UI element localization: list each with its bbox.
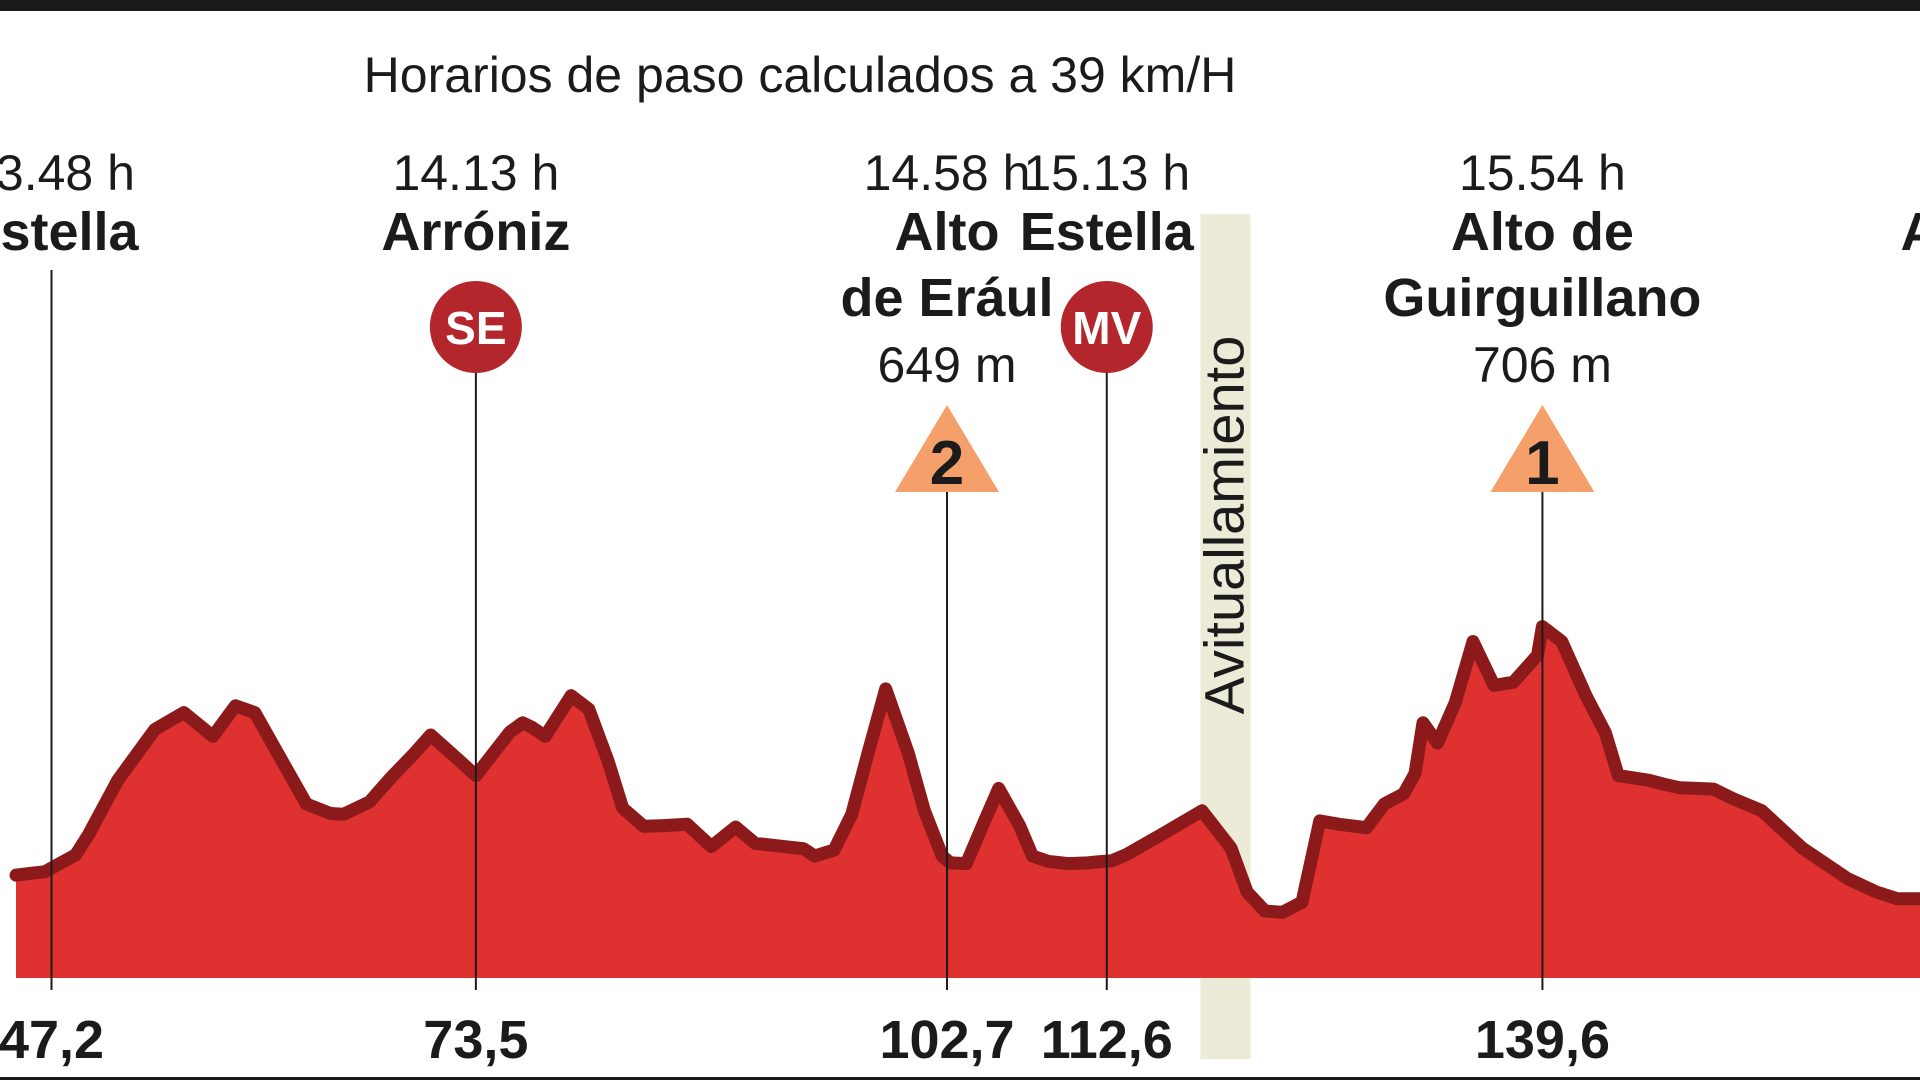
landmark-name: Alto xyxy=(895,202,1000,262)
landmarks: 13.48 hEstella47,214.13 hArrónizSE73,514… xyxy=(0,145,1920,1070)
feed-zone-label: Avituallamiento xyxy=(1192,336,1255,715)
landmark-name: Estella xyxy=(0,202,140,262)
landmark-time: 14.13 h xyxy=(392,145,559,201)
landmark-altitude: 706 m xyxy=(1473,337,1612,393)
landmark-name: de Erául xyxy=(840,268,1053,328)
landmark-name: Alto de xyxy=(1451,202,1634,262)
landmark-km: 139,6 xyxy=(1475,1010,1610,1070)
sprint-badge-label: MV xyxy=(1072,302,1141,354)
chart-subtitle: Horarios de paso calculados a 39 km/H xyxy=(364,47,1237,103)
elevation-profile xyxy=(9,620,1920,978)
landmark-time: 15.54 h xyxy=(1459,145,1626,201)
landmark-km: 73,5 xyxy=(423,1010,528,1070)
elevation-area xyxy=(16,626,1920,978)
climb-category-triangle-icon xyxy=(1490,405,1595,492)
climb-category-label: 2 xyxy=(930,429,964,498)
sprint-badge-icon xyxy=(429,281,522,373)
landmark-km: 102,7 xyxy=(879,1010,1014,1070)
landmark-time: 13.48 h xyxy=(0,145,135,201)
climb-category-label: 1 xyxy=(1525,429,1559,498)
sprint-badge-icon xyxy=(1060,281,1153,373)
sprint-badge-label: SE xyxy=(445,302,506,354)
climb-category-triangle-icon xyxy=(895,405,1000,492)
landmark-5: A xyxy=(1901,202,1920,262)
landmark-name: Guirguillano xyxy=(1383,268,1701,328)
elevation-line xyxy=(9,620,1920,919)
top-frame-bar xyxy=(0,0,1920,11)
bottom-frame-line xyxy=(0,1077,1920,1080)
landmark-time: 15.13 h xyxy=(1023,145,1190,201)
landmark-time: 14.58 h xyxy=(864,145,1031,201)
landmark-name: Arróniz xyxy=(381,202,570,262)
landmark-km: 112,6 xyxy=(1041,1010,1173,1070)
landmark-altitude: 649 m xyxy=(878,337,1017,393)
landmark-name: Estella xyxy=(1020,202,1195,262)
landmark-km: 47,2 xyxy=(0,1010,104,1070)
landmark-name: A xyxy=(1901,202,1920,262)
